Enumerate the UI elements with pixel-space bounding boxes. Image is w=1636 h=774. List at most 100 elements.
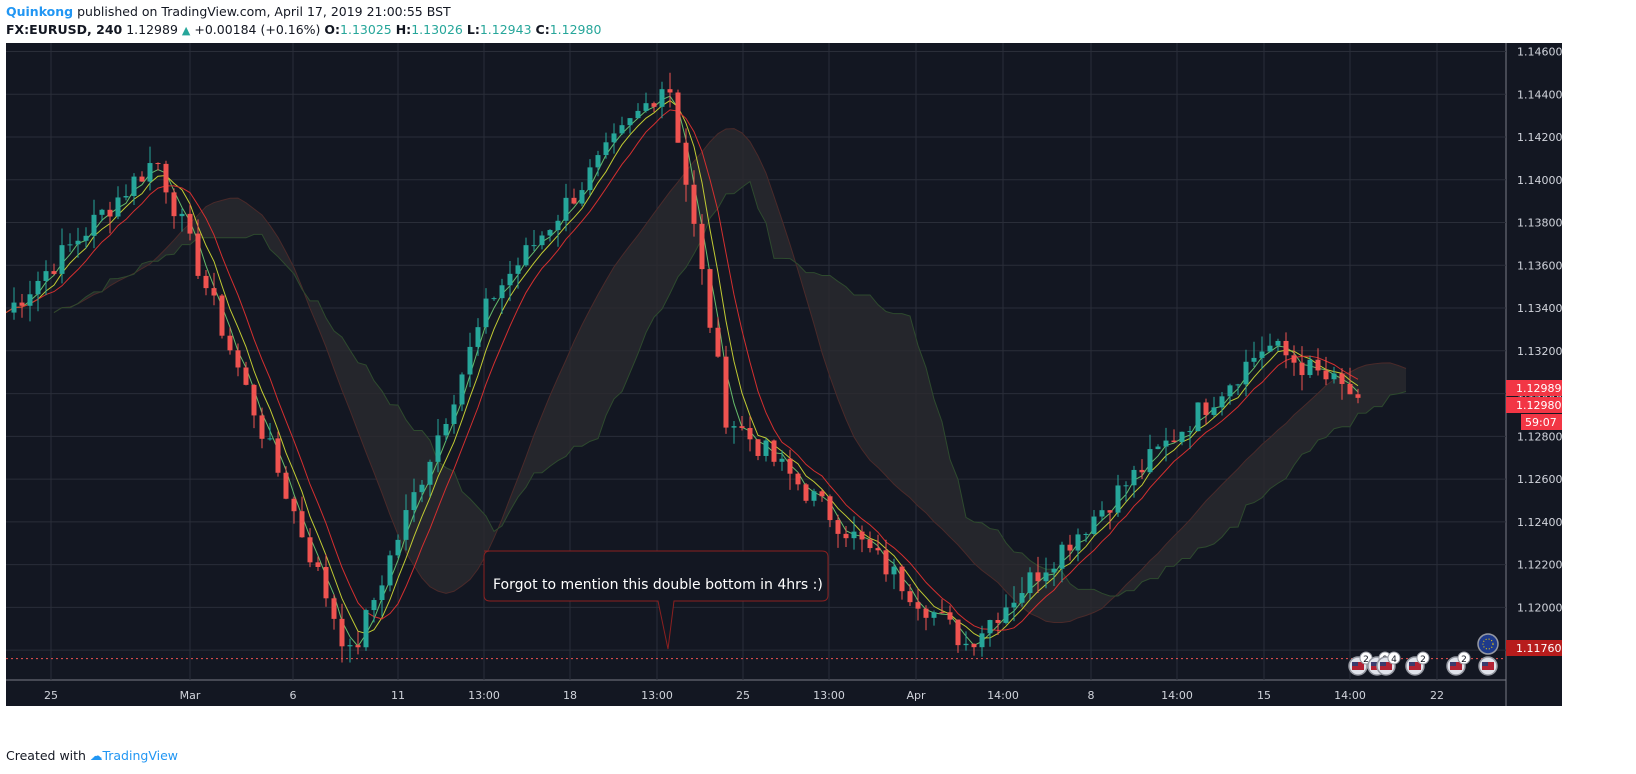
candle-body (203, 275, 209, 289)
candle-body (1059, 544, 1065, 569)
price-tick: 1.13200 (1517, 345, 1562, 358)
candle-body (795, 473, 801, 485)
candle-body (1171, 440, 1177, 443)
price-chart[interactable]: 1.14600 1.14400 1.14200 1.14000 1.13800 1.136… (6, 43, 1562, 706)
price-tick: 1.13800 (1517, 217, 1562, 230)
candle-body (1147, 449, 1153, 473)
candle-body (851, 531, 857, 539)
candle-body (819, 491, 825, 497)
close-price-label: 1.12980 (1516, 399, 1562, 412)
candle-body (251, 384, 257, 416)
candle-body (1091, 516, 1097, 534)
economic-events[interactable]: 29422 (1348, 651, 1498, 676)
candle-body (563, 197, 569, 221)
candle-body (963, 643, 969, 646)
time-tick: 22 (1430, 689, 1444, 702)
candle-body (243, 367, 249, 385)
candle-body (123, 196, 129, 198)
candle-body (419, 484, 425, 493)
candlesticks (11, 72, 1361, 663)
candle-body (1291, 355, 1297, 363)
candle-body (1123, 485, 1129, 487)
ichimoku-cloud (53, 128, 1407, 624)
candle-body (267, 438, 273, 440)
candle-body (739, 426, 745, 428)
low-value: 1.12943 (479, 22, 532, 37)
candle-body (643, 103, 649, 111)
candle-body (131, 176, 137, 197)
tradingview-brand[interactable]: TradingView (102, 748, 178, 763)
event-flag-icon: 2 (1405, 651, 1430, 676)
candle-body (635, 110, 641, 119)
candle-body (211, 288, 217, 296)
candle-body (723, 356, 729, 428)
candle-body (883, 550, 889, 575)
event-flag-icon: 4 (1376, 651, 1401, 676)
candle-body (43, 271, 49, 281)
candle-body (139, 176, 145, 182)
candle-body (627, 118, 633, 126)
candle-body (179, 213, 185, 217)
candle-body (595, 155, 601, 168)
candle-body (555, 220, 561, 231)
candle-body (1283, 340, 1289, 356)
candle-body (787, 458, 793, 474)
candle-body (99, 209, 105, 215)
time-tick: 13:00 (813, 689, 845, 702)
candle-body (1331, 373, 1337, 380)
countdown-tag: 59:07 (1521, 414, 1562, 430)
time-tick: 14:00 (987, 689, 1019, 702)
price-tick: 1.12600 (1517, 473, 1562, 486)
time-tick: 8 (1088, 689, 1095, 702)
candle-body (475, 327, 481, 347)
candle-body (147, 163, 153, 182)
time-tick: 14:00 (1161, 689, 1193, 702)
candle-body (1163, 440, 1169, 447)
price-tick: 1.13400 (1517, 302, 1562, 315)
price-tick: 1.12400 (1517, 516, 1562, 529)
candle-body (1043, 572, 1049, 582)
tradingview-logo-icon[interactable]: ☁ (89, 748, 103, 763)
event-flag-icon: 2 (1446, 651, 1471, 676)
candle-body (979, 633, 985, 648)
candle-body (603, 142, 609, 156)
candle-body (587, 167, 593, 191)
eu-flag-icon[interactable] (1477, 633, 1499, 655)
candle-body (171, 192, 177, 217)
candle-body (955, 619, 961, 646)
candle-body (923, 608, 929, 618)
candle-body (163, 163, 169, 193)
candle-body (1187, 431, 1193, 433)
time-axis[interactable] (6, 680, 1506, 706)
candle-body (1355, 394, 1361, 398)
candle-body (491, 298, 497, 300)
candle-body (155, 163, 161, 165)
candle-body (507, 273, 513, 286)
footer: Created with ☁TradingView (6, 748, 178, 763)
candle-body (347, 645, 353, 647)
candle-body (59, 245, 65, 274)
up-arrow-icon: ▲ (181, 24, 191, 37)
price-axis[interactable] (1506, 43, 1562, 706)
time-tick-labels: 25 Mar 6 11 13:00 18 13:00 25 13:00 Apr 14:00 8 14:0… (44, 689, 1444, 702)
annotation-callout[interactable]: Forgot to mention this double bottom in … (483, 550, 829, 650)
price-tick: 1.14200 (1517, 131, 1562, 144)
candle-body (843, 533, 849, 539)
event-count: 2 (1363, 655, 1369, 665)
candle-body (1067, 544, 1073, 551)
event-flag-icon: 2 (1348, 651, 1373, 676)
candle-body (891, 566, 897, 575)
candle-body (675, 92, 681, 143)
symbol-label: FX:EURUSD, 240 (6, 22, 123, 37)
author-link[interactable]: Quinkong (6, 4, 74, 19)
candle-body (443, 424, 449, 436)
candle-body (915, 602, 921, 609)
candle-body (987, 620, 993, 634)
candle-body (907, 591, 913, 603)
candle-body (763, 440, 769, 456)
candle-body (227, 335, 233, 351)
candle-body (1315, 359, 1321, 371)
time-tick: 25 (736, 689, 750, 702)
cloud-span-a (53, 128, 1407, 624)
candle-body (547, 230, 553, 236)
